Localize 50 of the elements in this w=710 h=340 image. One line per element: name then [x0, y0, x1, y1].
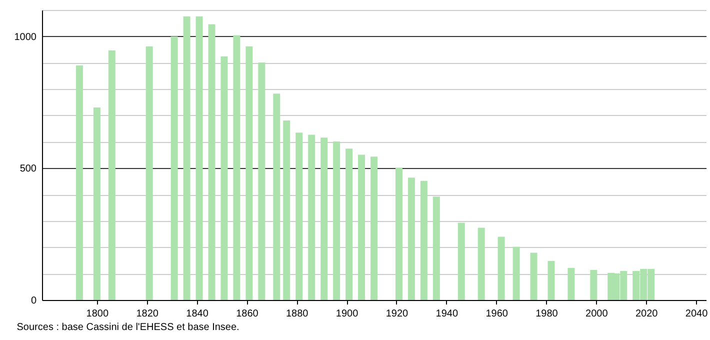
bar	[146, 46, 153, 300]
bar	[590, 270, 598, 300]
bar	[530, 252, 538, 300]
bar	[170, 36, 178, 300]
bar	[458, 222, 465, 300]
x-tick-label: 1960	[486, 308, 508, 320]
x-tick-label: 1900	[336, 308, 359, 320]
bar	[395, 168, 402, 300]
bar	[183, 16, 190, 300]
bar	[370, 156, 378, 300]
y-tick-label: 500	[20, 164, 37, 175]
bar	[358, 154, 366, 300]
source-note: Sources : base Cassini de l'EHESS et base Insee.	[16, 322, 240, 333]
bar	[273, 94, 280, 300]
bar	[498, 236, 505, 300]
x-tick-label: 1820	[136, 308, 159, 320]
bar	[432, 196, 440, 300]
bar	[408, 178, 415, 300]
bar	[548, 260, 555, 300]
bar	[108, 50, 116, 300]
bar	[308, 134, 316, 300]
bar	[93, 108, 100, 300]
bar	[568, 268, 575, 300]
bar	[296, 132, 303, 300]
bar	[320, 138, 328, 300]
bar	[208, 24, 216, 300]
x-tick-label: 1980	[536, 308, 558, 320]
bar	[333, 142, 340, 300]
bar	[258, 62, 266, 300]
bar	[246, 46, 253, 300]
bar	[76, 65, 83, 300]
y-tick-label: 1000	[14, 32, 37, 43]
bar	[283, 120, 290, 300]
x-tick-label: 1860	[236, 308, 259, 320]
x-tick-label: 1940	[436, 308, 458, 320]
bar	[220, 56, 228, 300]
x-tick-label: 1840	[186, 308, 209, 320]
x-tick-label: 2040	[685, 308, 708, 320]
bar	[346, 148, 353, 300]
y-tick-label: 0	[30, 296, 37, 306]
x-tick-label: 2000	[586, 308, 608, 320]
x-tick-label: 1920	[386, 308, 409, 320]
bar	[512, 246, 520, 300]
bar	[478, 228, 485, 300]
bar	[420, 180, 428, 300]
x-tick-label: 2020	[635, 308, 658, 320]
x-tick-label: 1880	[286, 308, 309, 320]
bar	[233, 35, 240, 300]
bar	[196, 16, 203, 300]
x-tick-label: 1800	[86, 308, 109, 320]
